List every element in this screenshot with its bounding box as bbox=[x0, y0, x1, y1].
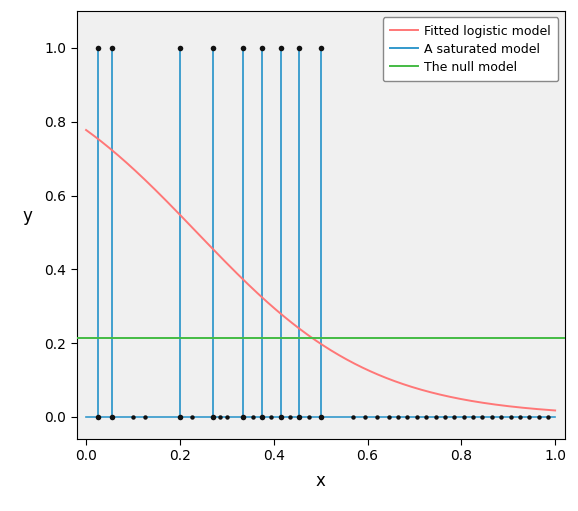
Legend: Fitted logistic model, A saturated model, The null model: Fitted logistic model, A saturated model… bbox=[383, 17, 558, 81]
Y-axis label: y: y bbox=[23, 207, 32, 225]
X-axis label: x: x bbox=[316, 472, 325, 490]
